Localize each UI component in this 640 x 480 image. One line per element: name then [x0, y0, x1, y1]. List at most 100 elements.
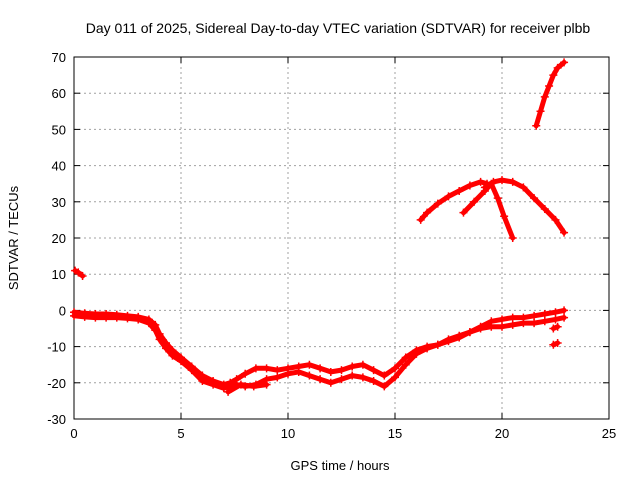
data-point [465, 181, 474, 190]
data-point [540, 317, 549, 326]
data-point [508, 320, 517, 329]
data-point [358, 360, 367, 369]
y-tick-label: -30 [47, 412, 66, 427]
data-point [391, 364, 399, 373]
data-point [316, 375, 325, 384]
y-tick-label: 40 [52, 159, 66, 174]
data-point [168, 351, 177, 360]
data-point [498, 315, 506, 324]
data-point [508, 313, 517, 322]
data-point [549, 340, 558, 349]
data-point [553, 322, 562, 331]
data-point [455, 186, 464, 195]
data-point [112, 313, 121, 322]
y-tick-label: 70 [52, 50, 66, 65]
data-point [219, 384, 228, 393]
data-point [251, 364, 260, 373]
x-tick-label: 10 [281, 426, 295, 441]
data-point [74, 268, 83, 277]
data-point [294, 367, 303, 376]
y-tick-label: -20 [47, 376, 66, 391]
data-point [401, 360, 410, 369]
data-point [369, 366, 378, 375]
data-point [262, 364, 271, 373]
data-point [455, 331, 464, 340]
data-point [560, 228, 569, 237]
data-point [423, 344, 432, 353]
data-point [151, 326, 160, 335]
data-point [433, 199, 442, 208]
data-point [316, 364, 325, 373]
data-point [530, 311, 539, 320]
data-point [416, 215, 425, 224]
data-point [123, 314, 132, 323]
y-tick-label: 60 [52, 86, 66, 101]
data-point [498, 322, 506, 331]
data-point [476, 324, 485, 333]
data-point [236, 380, 245, 389]
grid-lines [74, 57, 609, 419]
y-tick-label: 20 [52, 231, 66, 246]
data-point [470, 197, 479, 206]
data-point [209, 380, 218, 389]
series-line [533, 59, 567, 129]
data-point [177, 357, 185, 366]
data-point [305, 360, 314, 369]
series-arc-a [416, 177, 492, 224]
series-line [225, 382, 270, 395]
data-point [358, 373, 367, 382]
data-point [284, 369, 292, 378]
data-point [476, 177, 485, 186]
data-point [551, 215, 560, 224]
data-point [102, 313, 111, 322]
data-point [198, 376, 207, 385]
data-point [560, 58, 569, 67]
data-point [540, 92, 549, 101]
data-point [144, 319, 153, 328]
data-point [380, 382, 389, 391]
data-point [444, 192, 453, 201]
x-tick-label: 25 [602, 426, 616, 441]
x-axis-label: GPS time / hours [291, 458, 390, 473]
data-point [433, 340, 442, 349]
series-line [461, 181, 516, 241]
data-point [78, 272, 87, 281]
data-point [530, 319, 539, 328]
data-point [489, 177, 498, 186]
data-point [187, 366, 196, 375]
data-point [423, 208, 432, 217]
series-arc-c [480, 176, 569, 237]
data-point [380, 371, 389, 380]
y-tick-label: 30 [52, 195, 66, 210]
data-point [545, 81, 554, 90]
x-tick-label: 20 [495, 426, 509, 441]
data-point [508, 177, 517, 186]
data-point [155, 335, 164, 344]
y-tick-label: 10 [52, 267, 66, 282]
data-point [508, 234, 517, 242]
data-point [532, 121, 541, 130]
data-point [337, 375, 346, 384]
data-point [519, 319, 528, 328]
data-point [162, 344, 171, 353]
data-point [391, 373, 399, 382]
data-point [80, 312, 89, 321]
y-tick-label: -10 [47, 340, 66, 355]
data-point [551, 308, 560, 317]
data-point [480, 183, 489, 192]
data-point [549, 71, 558, 80]
x-tick-label: 5 [177, 426, 184, 441]
data-point [241, 369, 250, 378]
data-point [530, 194, 539, 203]
series-early-positive [71, 266, 87, 281]
data-point [369, 376, 378, 385]
data-point [305, 371, 314, 380]
data-series [70, 58, 569, 396]
data-point [134, 315, 143, 324]
data-point [444, 335, 453, 344]
data-point [536, 107, 545, 116]
series-steep-rise [532, 58, 569, 130]
data-point [498, 176, 506, 185]
data-point [560, 313, 569, 322]
